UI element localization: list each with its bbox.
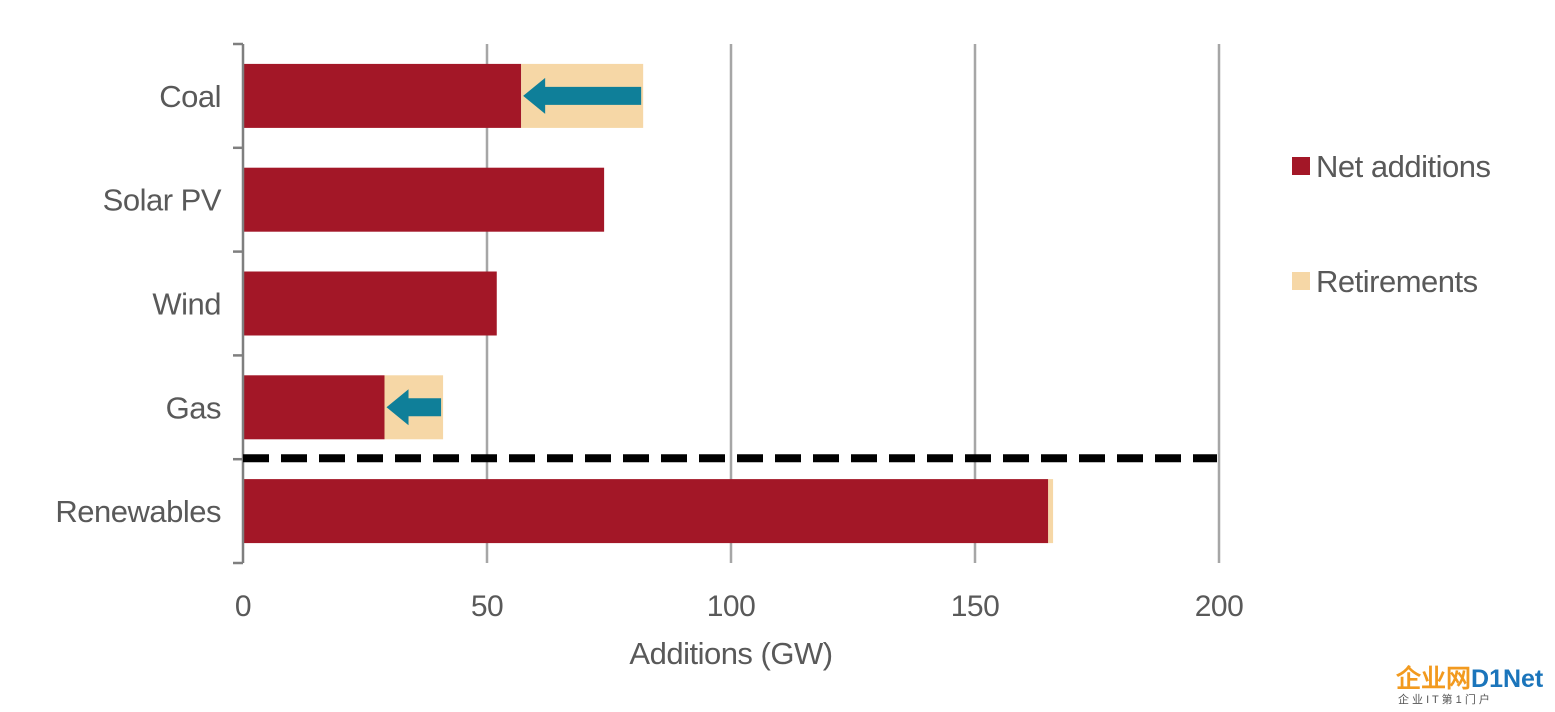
category-label-renewables: Renewables (55, 494, 221, 529)
watermark: 企业网D1Net 企 业 I T 第 1 门 户 (1396, 664, 1544, 706)
bar-renewables-retirements (1048, 479, 1054, 544)
watermark-logo: 企业网D1Net (1396, 664, 1544, 693)
bar-solar-pv-net-additions (243, 167, 605, 232)
legend-swatch-retirements (1292, 272, 1310, 290)
legend-label-net-additions: Net additions (1316, 149, 1490, 184)
arrow-gas (386, 389, 442, 426)
bar-gas-net-additions (243, 375, 385, 440)
category-labels: Coal Solar PV Wind Gas Renewables (55, 79, 222, 529)
category-label-solar-pv: Solar PV (103, 183, 222, 218)
legend-label-retirements: Retirements (1316, 264, 1478, 299)
x-tick-label-50: 50 (471, 590, 503, 623)
bar-wind-net-additions (243, 271, 497, 336)
x-tick-label-200: 200 (1195, 590, 1244, 623)
x-tick-label-100: 100 (707, 590, 756, 623)
legend-swatch-net-additions (1292, 157, 1310, 175)
x-tick-label-0: 0 (235, 590, 251, 623)
arrow-coal (523, 77, 642, 114)
watermark-logo-cn: 企业网 (1396, 664, 1471, 693)
bars (243, 63, 1054, 544)
x-tick-label-150: 150 (951, 590, 1000, 623)
x-axis-title: Additions (GW) (629, 636, 832, 671)
category-label-gas: Gas (166, 390, 221, 425)
watermark-logo-d1net: D1Net (1471, 665, 1544, 693)
legend: Net additions Retirements (1292, 149, 1491, 299)
category-label-coal: Coal (159, 79, 221, 114)
watermark-tagline: 企 业 I T 第 1 门 户 (1398, 692, 1490, 706)
category-label-wind: Wind (152, 287, 221, 322)
arrows (386, 77, 642, 426)
bar-coal-net-additions (243, 63, 522, 128)
bar-renewables-net-additions (243, 479, 1049, 544)
tick-labels: 0 50 100 150 200 (235, 590, 1244, 623)
y-axis (233, 42, 245, 565)
